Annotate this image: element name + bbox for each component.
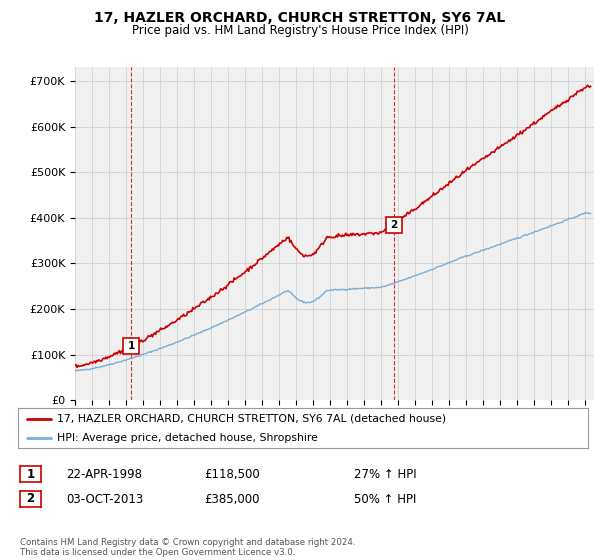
Text: HPI: Average price, detached house, Shropshire: HPI: Average price, detached house, Shro… — [57, 433, 317, 443]
Text: 17, HAZLER ORCHARD, CHURCH STRETTON, SY6 7AL: 17, HAZLER ORCHARD, CHURCH STRETTON, SY6… — [94, 11, 506, 25]
Text: 03-OCT-2013: 03-OCT-2013 — [66, 493, 143, 506]
Text: £385,000: £385,000 — [204, 493, 260, 506]
Text: 1: 1 — [128, 341, 135, 351]
Text: Contains HM Land Registry data © Crown copyright and database right 2024.
This d: Contains HM Land Registry data © Crown c… — [20, 538, 355, 557]
Text: 2: 2 — [26, 492, 35, 506]
Text: 22-APR-1998: 22-APR-1998 — [66, 468, 142, 482]
Text: Price paid vs. HM Land Registry's House Price Index (HPI): Price paid vs. HM Land Registry's House … — [131, 24, 469, 36]
Text: £118,500: £118,500 — [204, 468, 260, 482]
Text: 27% ↑ HPI: 27% ↑ HPI — [354, 468, 416, 482]
Text: 17, HAZLER ORCHARD, CHURCH STRETTON, SY6 7AL (detached house): 17, HAZLER ORCHARD, CHURCH STRETTON, SY6… — [57, 414, 446, 423]
Text: 2: 2 — [391, 220, 398, 230]
Text: 50% ↑ HPI: 50% ↑ HPI — [354, 493, 416, 506]
Text: 1: 1 — [26, 468, 35, 481]
